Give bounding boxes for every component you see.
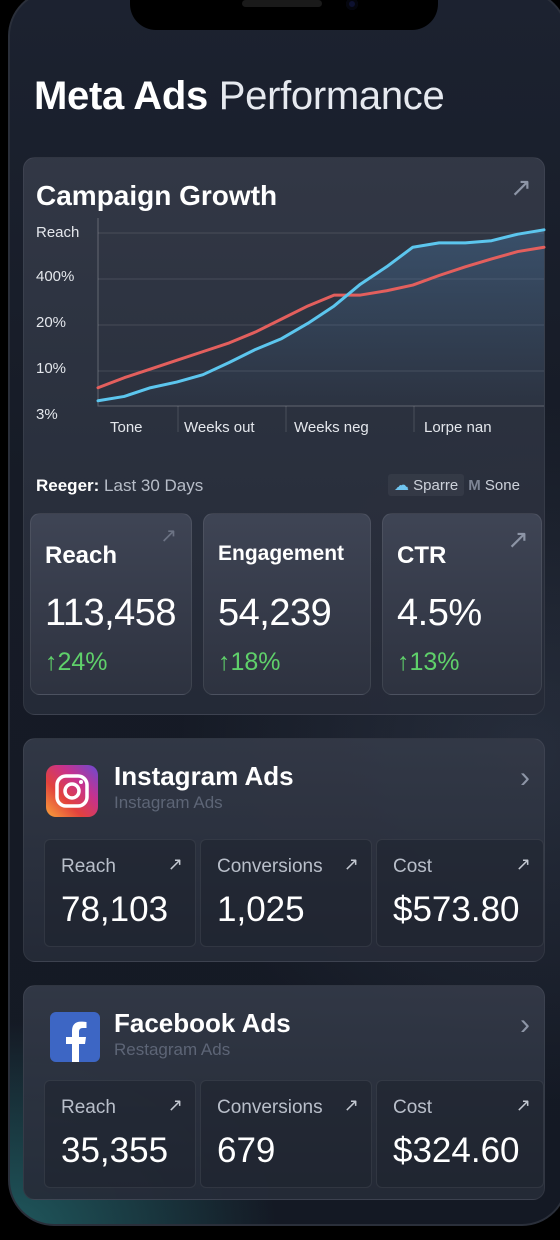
chevron-right-icon[interactable]: › (520, 761, 530, 794)
y-tick-label: 400% (36, 268, 75, 285)
expand-arrow-icon[interactable]: ↗ (510, 172, 532, 202)
campaign-growth-title: Campaign Growth (36, 180, 278, 211)
campaign-growth-card[interactable]: Campaign Growth ↗ Reach 400% 20% 10% 3% … (23, 157, 546, 715)
metric-label: Cost (393, 856, 433, 877)
up-arrow-icon: ↑ (45, 648, 58, 676)
ads-card-title: Facebook Ads (114, 1008, 291, 1038)
y-tick-label: 20% (36, 314, 67, 331)
title-bold: Meta Ads (34, 74, 208, 118)
arrow-up-right-icon: ↗ (343, 1095, 359, 1115)
m-icon: M (468, 476, 481, 494)
arrow-up-right-icon: ↗ (515, 1095, 531, 1115)
metric-cost[interactable]: Cost ↗ $324.60 (376, 1080, 544, 1188)
stat-change-value: 18% (230, 648, 281, 676)
facebook-ads-card[interactable]: Facebook Ads Restagram Ads › Reach ↗ 35,… (23, 985, 545, 1200)
stat-label: Reach (45, 542, 118, 569)
date-range-value: Last 30 Days (104, 476, 204, 495)
ads-card-subtitle: Restagram Ads (114, 1040, 231, 1059)
stat-label: CTR (397, 542, 447, 569)
metric-reach[interactable]: Reach ↗ 35,355 (44, 1080, 196, 1188)
arrow-up-right-icon: ↗ (515, 854, 531, 874)
legend-label: Sparre (413, 477, 459, 494)
x-tick-label: Weeks neg (294, 419, 369, 436)
ads-card-title: Instagram Ads (114, 761, 294, 791)
stat-card-reach[interactable]: ↗ Reach 113,458 ↑24% (30, 513, 192, 695)
series-line (96, 245, 546, 390)
expand-arrow-icon[interactable]: ↗ (160, 525, 177, 547)
up-arrow-icon: ↑ (218, 648, 231, 676)
metric-value: 78,103 (61, 890, 169, 929)
instagram-glyph (55, 774, 89, 808)
stat-value: 113,458 (45, 592, 177, 634)
y-tick-label: 3% (36, 406, 58, 423)
instagram-logo-icon (46, 765, 98, 817)
legend: ☁ Sparre M Sone (388, 474, 520, 496)
stat-change: ↑24% (45, 648, 108, 677)
metric-reach[interactable]: Reach ↗ 78,103 (44, 839, 196, 947)
growth-chart: Reach 400% 20% 10% 3% Tone Weeks out Wee… (24, 218, 546, 448)
stat-change: ↑13% (397, 648, 460, 677)
metric-value: 35,355 (61, 1131, 169, 1170)
y-axis-label: Reach (36, 224, 80, 241)
x-tick-label: Tone (110, 419, 143, 436)
series-line (96, 228, 546, 403)
series-area (98, 229, 544, 406)
notch (130, 0, 438, 30)
facebook-glyph (66, 1021, 87, 1062)
date-range-label: Reeger: (36, 476, 100, 495)
legend-item: M Sone (468, 477, 520, 494)
stat-change-value: 13% (409, 648, 460, 676)
date-range[interactable]: Reeger: Last 30 Days (36, 476, 203, 496)
speaker (242, 0, 322, 7)
page-title: Meta Ads Performance (34, 74, 445, 119)
legend-label: Sone (484, 476, 520, 494)
arrow-up-right-icon: ↗ (167, 854, 183, 874)
instagram-ads-card[interactable]: Instagram Ads Instagram Ads › Reach ↗ 78… (23, 738, 545, 962)
chevron-right-icon[interactable]: › (520, 1008, 530, 1041)
stat-value: 54,239 (218, 592, 332, 634)
metric-conversions[interactable]: Conversions ↗ 679 (200, 1080, 372, 1188)
title-light: Performance (218, 74, 445, 118)
legend-item: ☁ Sparre (388, 474, 465, 496)
metric-value: $324.60 (393, 1131, 520, 1170)
cloud-icon: ☁ (394, 477, 409, 494)
x-tick-label: Weeks out (184, 419, 255, 436)
metric-conversions[interactable]: Conversions ↗ 1,025 (200, 839, 372, 947)
metric-label: Cost (393, 1097, 433, 1118)
arrow-up-right-icon: ↗ (167, 1095, 183, 1115)
up-arrow-icon: ↑ (397, 648, 410, 676)
stat-change-value: 24% (57, 648, 108, 676)
stat-card-ctr[interactable]: ↗ CTR 4.5% ↑13% (382, 513, 542, 695)
ads-card-subtitle: Instagram Ads (114, 793, 223, 812)
metric-label: Conversions (217, 856, 323, 877)
stat-change: ↑18% (218, 648, 281, 677)
metric-value: $573.80 (393, 890, 520, 929)
y-tick-label: 10% (36, 360, 67, 377)
metric-label: Reach (61, 856, 116, 877)
metric-label: Reach (61, 1097, 116, 1118)
line-chart-svg (96, 218, 546, 432)
stat-value: 4.5% (397, 592, 482, 634)
arrow-up-right-icon: ↗ (343, 854, 359, 874)
stat-card-engagement[interactable]: Engagement 54,239 ↑18% (203, 513, 371, 695)
expand-arrow-icon[interactable]: ↗ (507, 524, 529, 554)
phone-frame: Meta Ads Performance Campaign Growth ↗ R… (8, 0, 560, 1226)
facebook-logo-icon (50, 1012, 100, 1062)
metric-value: 1,025 (217, 890, 305, 929)
stat-label: Engagement (218, 542, 345, 565)
x-tick-label: Lorpe nan (424, 419, 492, 436)
front-camera (346, 0, 358, 10)
metric-value: 679 (217, 1131, 276, 1170)
metric-cost[interactable]: Cost ↗ $573.80 (376, 839, 544, 947)
metric-label: Conversions (217, 1097, 323, 1118)
